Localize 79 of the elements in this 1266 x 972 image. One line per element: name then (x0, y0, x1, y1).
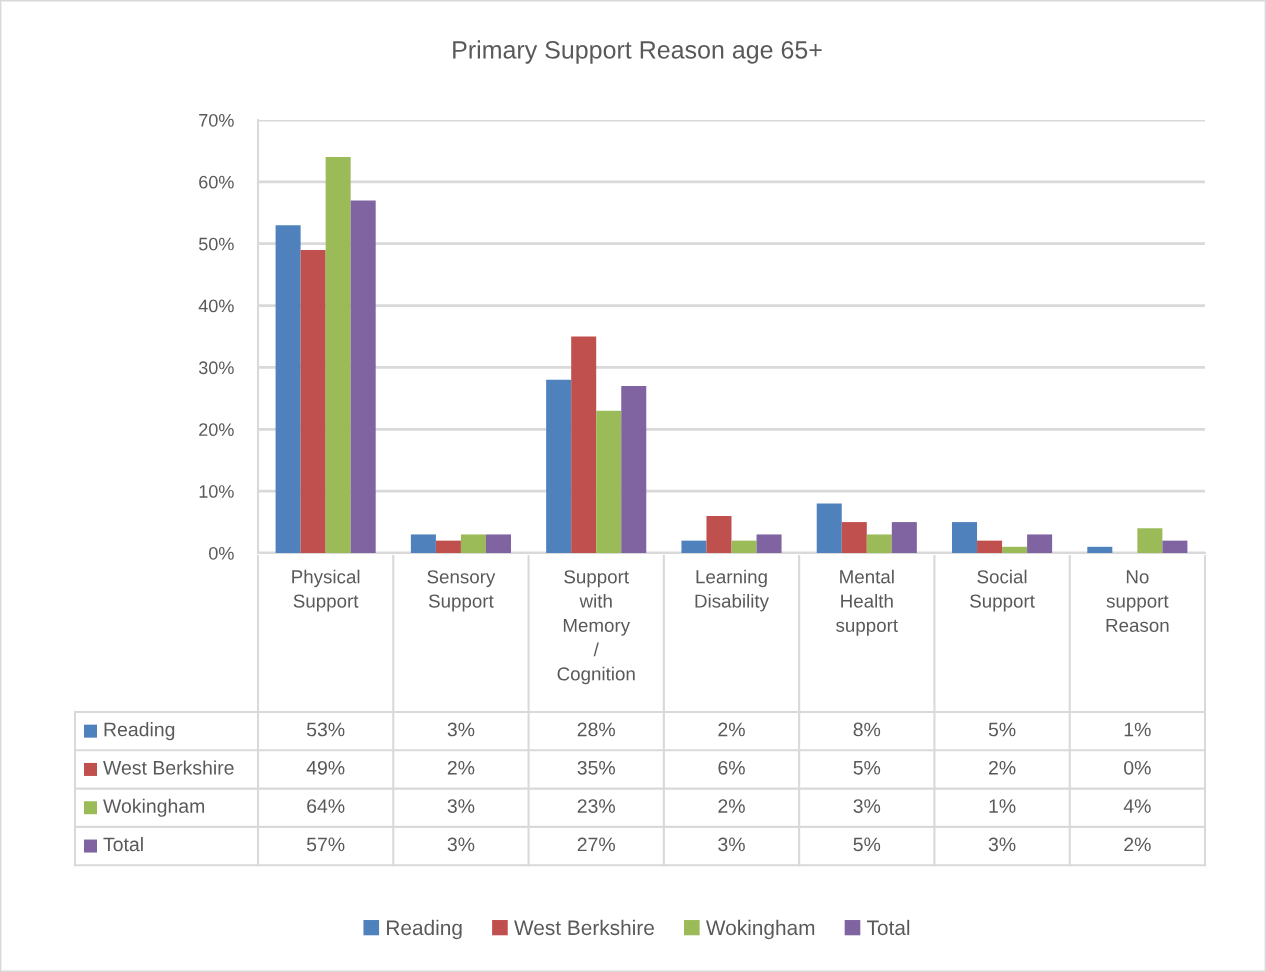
bar (325, 157, 351, 553)
data-label: 49% (306, 760, 345, 775)
x-tick-label: Physical Support (292, 569, 360, 612)
data-label: 3% (853, 799, 881, 813)
bar (756, 534, 782, 553)
bar (731, 540, 757, 553)
bar (841, 522, 867, 553)
data-label: 64% (307, 799, 345, 813)
data-label: 2% (718, 722, 745, 737)
bar (460, 534, 486, 553)
bar (1162, 540, 1188, 553)
data-label: 6% (718, 760, 745, 775)
data-label: 3% (718, 837, 745, 852)
data-label: 27% (577, 837, 615, 852)
y-tick-label: 10% (199, 485, 234, 498)
y-tick-label: 40% (198, 299, 234, 313)
x-tick-label: Sensory Support (427, 570, 496, 612)
legend-label: West Berkshire (103, 760, 234, 775)
x-tick-label: Social Support (970, 569, 1035, 612)
legend-label: Total (103, 836, 143, 852)
bar (891, 522, 917, 553)
legend-label: Reading (104, 722, 175, 741)
data-label: 3% (447, 722, 475, 737)
y-tick-label: 60% (199, 175, 234, 189)
y-tick-label: 20% (199, 423, 234, 437)
data-label: 1% (1124, 722, 1151, 737)
bar (866, 534, 892, 553)
data-label: 2% (989, 760, 1016, 775)
bar (275, 225, 301, 553)
chart-title: Primary Support Reason age 65+ (453, 40, 822, 64)
data-label: 35% (577, 760, 615, 775)
text: Wokingham (705, 919, 815, 940)
x-tick-label: No support Reason (1106, 570, 1169, 632)
bar (1087, 546, 1113, 553)
bar (1137, 528, 1163, 553)
bar (546, 379, 572, 553)
bar (977, 540, 1003, 553)
x-tick-label: Support with Memory / Cognition (557, 570, 635, 685)
data-label: 3% (988, 837, 1016, 852)
y-tick-label: 30% (198, 361, 234, 375)
data-label: 2% (718, 799, 745, 813)
text: Total (867, 919, 910, 936)
data-label: 57% (306, 837, 345, 852)
bar (571, 336, 597, 553)
bar (485, 534, 511, 553)
data-label: 8% (853, 722, 881, 737)
data-label: 4% (1123, 799, 1151, 813)
bar (435, 540, 461, 553)
bar (1002, 546, 1028, 553)
bar (596, 410, 622, 553)
data-label: 2% (447, 760, 475, 775)
bar (350, 200, 376, 553)
bar (621, 385, 647, 553)
x-tick-label: Learning Disability (695, 569, 769, 612)
text: West Berkshire (514, 919, 654, 936)
bar (706, 515, 732, 553)
data-label: 3% (447, 837, 475, 852)
data-label: 1% (989, 799, 1016, 813)
text: Reading (387, 919, 462, 940)
bar (410, 534, 436, 553)
bar (952, 522, 978, 553)
y-tick-label: 0% (209, 546, 234, 560)
data-label: 23% (577, 799, 615, 813)
bar (1027, 534, 1053, 553)
y-tick-label: 50% (198, 237, 234, 251)
data-label: 5% (988, 722, 1016, 737)
data-label: 0% (1124, 760, 1151, 775)
x-tick-label: Mental Health support (836, 569, 898, 636)
data-label: 5% (853, 760, 881, 775)
bar (681, 540, 707, 553)
bar (816, 503, 842, 553)
data-label: 5% (853, 837, 881, 852)
data-label: 28% (577, 722, 615, 737)
data-label: 2% (1124, 837, 1151, 852)
data-label: 53% (306, 722, 345, 737)
bar (300, 249, 326, 553)
y-tick-label: 70% (199, 113, 234, 127)
data-label: 3% (447, 799, 475, 813)
legend-label: Wokingham (103, 798, 205, 817)
